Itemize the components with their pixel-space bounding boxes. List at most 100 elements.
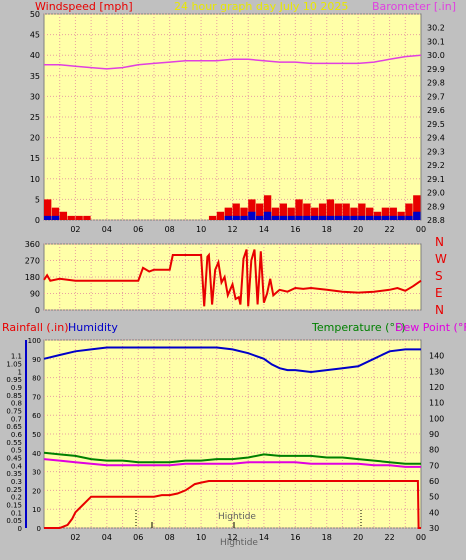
x-tick-label: 02 xyxy=(70,533,80,542)
temp-tick-label: 130 xyxy=(429,367,444,376)
windspeed-bar xyxy=(303,203,311,220)
rain-tick-label: 0.7 xyxy=(11,415,22,423)
rain-tick-label: 0.75 xyxy=(6,408,22,416)
y-tick-label: 30.1 xyxy=(427,37,445,46)
x-tick-label: 04 xyxy=(102,225,112,234)
x-tick-label: 10 xyxy=(196,533,206,542)
windspeed-bar xyxy=(256,203,264,220)
rain-tick-label: 0.95 xyxy=(6,376,22,384)
rain-tick-label: 0.25 xyxy=(6,486,22,494)
rainfall-axis: 00.050.10.150.20.250.30.350.40.450.50.55… xyxy=(6,340,27,533)
dew-point-line xyxy=(43,458,421,468)
rain-tick-label: 0.65 xyxy=(6,423,22,431)
wind-base-bar xyxy=(295,215,303,220)
rain-tick-label: 0.4 xyxy=(11,462,23,470)
tide-markers xyxy=(135,510,362,528)
wind-direction-axis: 0 90 180 270 360 xyxy=(25,240,40,315)
wind-base-bar xyxy=(51,215,60,220)
rain-tick-label: 0.35 xyxy=(6,470,22,478)
rain-tick-label: 0.05 xyxy=(6,517,22,525)
y-tick-label: 29.5 xyxy=(427,120,445,129)
humidity-tick-label: 100 xyxy=(28,337,41,345)
wind-base-bar xyxy=(326,215,335,220)
wind-base-bar xyxy=(303,215,311,220)
rain-tick-label: 1.05 xyxy=(6,361,22,369)
windspeed-axis: 0 5 10 15 20 25 30 35 40 45 50 xyxy=(30,10,40,225)
windspeed-bar xyxy=(83,215,91,220)
temperature-line xyxy=(43,451,421,465)
y-tick-label: 29.1 xyxy=(427,175,445,184)
wind-base-bar xyxy=(366,215,374,220)
windspeed-bar xyxy=(358,203,366,220)
wind-base-bar xyxy=(405,215,413,220)
wind-base-bar xyxy=(334,215,342,220)
windspeed-bar xyxy=(75,215,83,220)
x-tick-label: 22 xyxy=(384,225,394,234)
rain-tick-label: 0.2 xyxy=(11,494,22,502)
y-tick-label: 35 xyxy=(30,72,40,81)
humidity-tick-label: 80 xyxy=(32,375,41,383)
y-tick-label: 15 xyxy=(30,154,40,163)
rain-tick-label: 0.8 xyxy=(11,400,22,408)
wind-base-bar xyxy=(311,215,319,220)
humidity-tick-label: 70 xyxy=(32,393,41,401)
compass-label: S xyxy=(435,269,443,283)
windspeed-bar xyxy=(318,203,327,220)
windspeed-bar xyxy=(350,207,358,220)
windspeed-bar xyxy=(413,195,421,220)
x-tick-label: 08 xyxy=(165,225,175,234)
wind-base-bar xyxy=(350,215,358,220)
y-tick-label: 90 xyxy=(30,290,40,299)
windspeed-label: Windspeed [mph] xyxy=(35,0,133,13)
x-tick-label: 02 xyxy=(70,225,80,234)
wind-base-bar xyxy=(373,215,382,220)
x-tick-label: 10 xyxy=(196,225,206,234)
y-tick-label: 0 xyxy=(35,306,40,315)
wind-base-bar xyxy=(232,215,240,220)
wind-base-bar xyxy=(389,215,397,220)
compass-label: E xyxy=(435,286,443,300)
rain-tick-label: 0.15 xyxy=(6,502,22,510)
y-tick-label: 180 xyxy=(25,273,40,282)
windspeed-bar xyxy=(51,207,60,220)
humidity-tick-label: 40 xyxy=(32,450,41,458)
windspeed-bar xyxy=(271,207,280,220)
windspeed-bar xyxy=(263,195,272,220)
y-tick-label: 10 xyxy=(30,175,40,184)
y-tick-label: 25 xyxy=(30,113,40,122)
windspeed-bar xyxy=(232,203,240,220)
x-tick-label: 18 xyxy=(322,533,332,542)
windspeed-bar xyxy=(240,207,248,220)
windspeed-bar xyxy=(342,203,350,220)
rain-tick-label: 1.1 xyxy=(11,353,22,361)
y-tick-label: 45 xyxy=(30,31,40,40)
windspeed-bars xyxy=(44,195,421,220)
temp-tick-label: 30 xyxy=(429,524,439,533)
wind-direction-line xyxy=(43,249,422,307)
wind-base-bar xyxy=(271,215,280,220)
humidity-tick-label: 0 xyxy=(37,525,41,533)
rain-tick-label: 0.45 xyxy=(6,455,22,463)
hightide-label-upper: Hightide xyxy=(218,512,256,522)
wind-base-bar xyxy=(342,215,350,220)
temp-tick-label: 110 xyxy=(429,399,444,408)
x-tick-label: 22 xyxy=(384,533,394,542)
windspeed-bar xyxy=(67,215,75,220)
x-tick-label: 20 xyxy=(353,533,363,542)
windspeed-bar xyxy=(334,203,342,220)
windspeed-bar xyxy=(59,211,68,220)
y-tick-label: 29.2 xyxy=(427,161,445,170)
windspeed-bar xyxy=(216,211,225,220)
x-tick-label: 16 xyxy=(290,225,300,234)
wind-base-bar xyxy=(240,215,248,220)
temp-tick-label: 120 xyxy=(429,383,444,392)
compass-label: W xyxy=(435,252,447,266)
temp-tick-label: 90 xyxy=(429,430,439,439)
rain-humidity-x-ticks: 02 04 06 08 10 12 14 16 18 20 22 00 xyxy=(70,533,426,542)
windspeed-bar xyxy=(366,207,374,220)
windspeed-bar xyxy=(248,199,256,220)
wind-baro-grid xyxy=(44,13,421,221)
windspeed-bar xyxy=(381,207,390,220)
